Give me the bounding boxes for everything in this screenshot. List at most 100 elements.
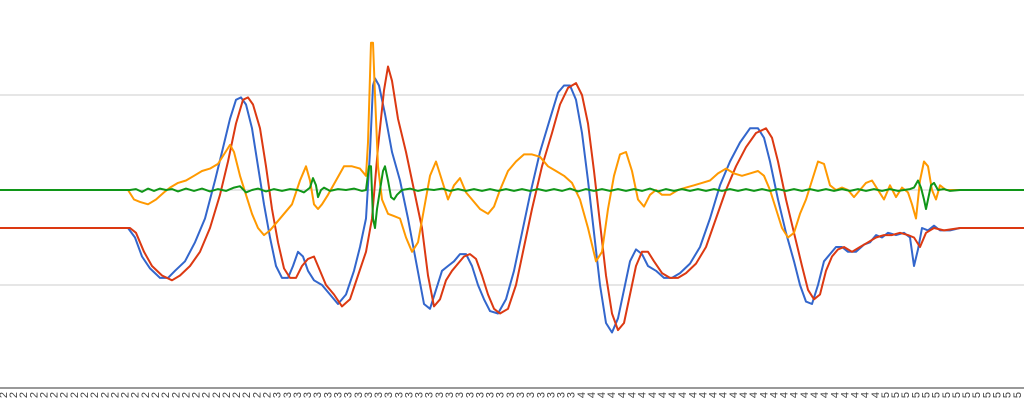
x-tick-label: 2 [191,392,203,398]
x-tick-label: 4 [606,392,618,398]
x-tick-label: 3 [535,392,547,398]
x-tick-label: 5 [880,392,892,398]
x-tick-label: 3 [363,392,375,398]
x-tick-label: 4 [738,392,750,398]
x-tick-label: 2 [201,392,213,398]
x-tick-label: 4 [718,392,730,398]
x-tick-label: 5 [951,392,963,398]
x-tick-label: 2 [120,392,132,398]
x-tick-label: 4 [596,392,608,398]
x-tick-label: 3 [353,392,365,398]
x-tick-label: 3 [414,392,426,398]
x-tick-label: 4 [850,392,862,398]
x-tick-label: 5 [961,392,973,398]
x-tick-label: 4 [839,392,851,398]
x-tick-label: 3 [292,392,304,398]
x-tick-label: 5 [941,392,953,398]
x-tick-label: 3 [444,392,456,398]
x-tick-label: 3 [515,392,527,398]
x-tick-label: 2 [130,392,142,398]
x-tick-label: 5 [931,392,943,398]
x-tick-label: 2 [18,392,30,398]
x-tick-label: 4 [829,392,841,398]
series-line-3 [0,41,1024,263]
x-tick-label: 3 [393,392,405,398]
x-tick-label: 5 [981,392,993,398]
x-tick-label: 3 [322,392,334,398]
x-tick-label: 4 [576,392,588,398]
x-tick-label: 3 [282,392,294,398]
x-tick-label: 3 [485,392,497,398]
x-tick-label: 4 [708,392,720,398]
x-tick-label: 4 [768,392,780,398]
x-tick-label: 2 [231,392,243,398]
x-tick-label: 3 [505,392,517,398]
x-tick-label: 2 [89,392,101,398]
x-tick-label: 4 [799,392,811,398]
x-tick-label: 5 [1012,392,1024,398]
x-tick-label: 3 [545,392,557,398]
x-tick-label: 3 [464,392,476,398]
x-tick-label: 4 [586,392,598,398]
x-tick-label: 5 [971,392,983,398]
x-tick-label: 3 [332,392,344,398]
x-tick-label: 5 [921,392,933,398]
x-tick-label: 3 [272,392,284,398]
x-tick-label: 4 [647,392,659,398]
x-tick-label: 4 [616,392,628,398]
x-tick-label: 3 [403,392,415,398]
x-tick-label: 3 [312,392,324,398]
x-tick-label: 3 [343,392,355,398]
x-tick-label: 4 [627,392,639,398]
x-axis-tick-labels: 2222222222222222222222222223333333333333… [0,392,1024,398]
chart-series-group [0,41,1024,334]
x-tick-label: 2 [99,392,111,398]
x-tick-label: 4 [779,392,791,398]
x-tick-label: 2 [180,392,192,398]
x-tick-label: 4 [637,392,649,398]
x-tick-label: 4 [758,392,770,398]
x-tick-label: 2 [38,392,50,398]
x-tick-label: 2 [262,392,274,398]
x-tick-label: 4 [860,392,872,398]
x-tick-label: 2 [69,392,81,398]
x-tick-label: 3 [383,392,395,398]
x-tick-label: 4 [819,392,831,398]
x-tick-label: 5 [1002,392,1014,398]
x-tick-label: 3 [525,392,537,398]
x-tick-label: 4 [728,392,740,398]
series-line-2 [0,65,1024,332]
x-tick-label: 3 [556,392,568,398]
x-tick-label: 3 [474,392,486,398]
x-tick-label: 4 [748,392,760,398]
x-tick-label: 2 [160,392,172,398]
x-tick-label: 5 [991,392,1003,398]
x-tick-label: 2 [251,392,263,398]
x-tick-label: 4 [870,392,882,398]
x-tick-label: 3 [454,392,466,398]
x-tick-label: 2 [0,392,10,398]
x-tick-label: 2 [140,392,152,398]
x-tick-label: 3 [424,392,436,398]
x-tick-label: 3 [373,392,385,398]
x-tick-label: 3 [566,392,578,398]
x-tick-label: 4 [697,392,709,398]
x-tick-label: 4 [809,392,821,398]
series-line-4 [0,165,1024,229]
x-tick-label: 4 [687,392,699,398]
x-tick-label: 2 [49,392,61,398]
x-tick-label: 4 [657,392,669,398]
x-tick-label: 2 [150,392,162,398]
x-tick-label: 2 [79,392,91,398]
x-tick-label: 3 [495,392,507,398]
x-tick-label: 2 [28,392,40,398]
x-tick-label: 5 [890,392,902,398]
x-tick-label: 5 [910,392,922,398]
x-tick-label: 3 [434,392,446,398]
x-tick-label: 2 [211,392,223,398]
x-tick-label: 4 [789,392,801,398]
x-tick-label: 2 [221,392,233,398]
x-tick-label: 2 [170,392,182,398]
x-tick-label: 2 [59,392,71,398]
